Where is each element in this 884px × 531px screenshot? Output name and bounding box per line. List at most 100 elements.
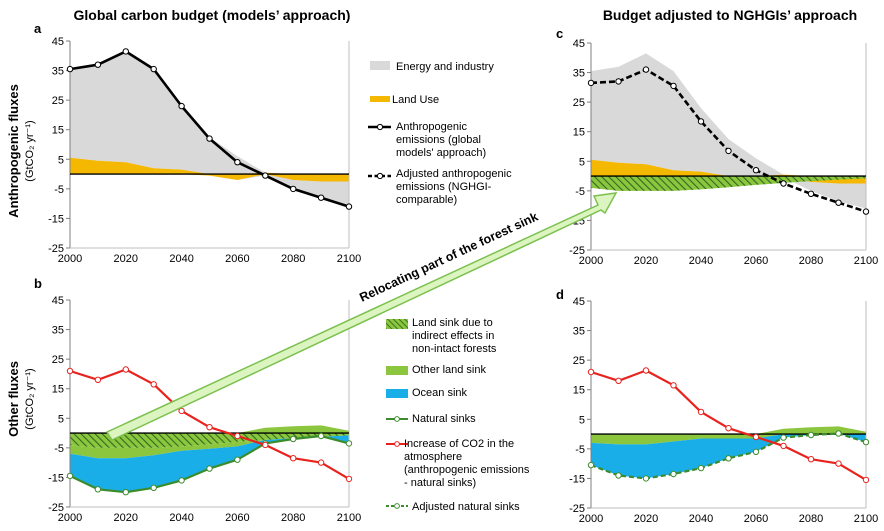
legend-land-use: Land Use xyxy=(392,94,439,106)
panel-c-chart: 453525155-5-15-2520002020204020602080210… xyxy=(569,38,878,267)
x-tick-label: 2000 xyxy=(58,512,82,524)
adjusted-natural-sinks-point xyxy=(615,472,622,479)
x-tick-label: 2020 xyxy=(634,513,658,525)
adjusted-anthropogenic-point xyxy=(587,79,595,87)
co2-increase-point xyxy=(178,407,185,415)
natural-sinks-point xyxy=(94,486,102,493)
anthropogenic-emissions-point xyxy=(206,135,213,142)
energy-industry-area xyxy=(591,53,866,177)
land-sink-hatched-area xyxy=(70,433,349,448)
natural-sinks-point xyxy=(234,456,241,463)
adjusted-natural-sinks-point xyxy=(807,431,815,439)
legend-increase-3: (anthropogenic emissions xyxy=(404,464,530,476)
y-tick-label: 25 xyxy=(52,354,64,366)
adjusted-anthropogenic-point xyxy=(780,180,787,187)
y-tick-label: 5 xyxy=(579,156,585,168)
land-sink-hatched-area xyxy=(591,176,866,191)
anthropogenic-emissions-point xyxy=(317,194,325,201)
y-tick-label: -15 xyxy=(569,473,585,485)
x-tick-label: 2060 xyxy=(744,513,768,525)
legend-land-sink-2: indirect effects in xyxy=(412,330,494,342)
y-tick-label: 45 xyxy=(52,295,64,307)
natural-sinks-point xyxy=(150,484,157,491)
y-tick-label: 35 xyxy=(52,66,64,78)
y-label-top: Anthropogenic fluxes xyxy=(6,84,21,218)
land-use-area xyxy=(70,157,349,182)
legend-marker-natural xyxy=(394,416,400,422)
x-tick-label: 2020 xyxy=(634,255,658,267)
x-tick-label: 2040 xyxy=(169,512,193,524)
x-tick-label: 2060 xyxy=(744,255,768,267)
y-tick-label: -5 xyxy=(575,444,585,456)
legend-adj-anthro-3: comparable) xyxy=(396,194,457,206)
adjusted-natural-sinks-point xyxy=(752,448,760,455)
legend-increase-4: - natural sinks) xyxy=(404,477,476,489)
legend-swatch-energy xyxy=(370,61,390,70)
natural-sinks-point xyxy=(66,472,74,480)
co2-increase-point xyxy=(150,381,157,388)
x-tick-label: 2060 xyxy=(225,253,249,265)
co2-increase-point xyxy=(752,433,760,441)
co2-increase-point xyxy=(234,432,241,440)
y-tick-label: -25 xyxy=(569,503,585,515)
y-tick-label: 45 xyxy=(573,296,585,308)
legend-adj-natural: Adjusted natural sinks xyxy=(412,501,520,513)
legend-anthro-1: Anthropogenic xyxy=(396,121,467,133)
other-land-sink-area xyxy=(70,435,349,459)
ocean-sink-area xyxy=(70,435,349,493)
co2-increase-point xyxy=(670,382,677,389)
legend-bottom: Land sink due to indirect effects in non… xyxy=(386,317,530,513)
co2-increase-point xyxy=(725,425,732,432)
adjusted-anthropogenic-point xyxy=(642,66,650,73)
y-tick-label: -5 xyxy=(575,186,585,198)
natural-sinks-point xyxy=(178,477,185,484)
adjusted-natural-sinks-point xyxy=(780,434,787,441)
adjusted-natural-sinks-point xyxy=(725,455,732,462)
panel-label-a: a xyxy=(34,21,42,36)
x-tick-label: 2100 xyxy=(854,513,878,525)
co2-increase-point xyxy=(94,376,102,383)
x-tick-label: 2080 xyxy=(799,513,823,525)
co2-increase-point xyxy=(697,408,705,416)
legend-swatch-ocean xyxy=(386,389,408,398)
anthropogenic-emissions-point xyxy=(234,159,241,166)
x-tick-label: 2000 xyxy=(579,255,603,267)
legend-top: Energy and industry Land Use Anthropogen… xyxy=(368,61,512,206)
anthropogenic-emissions-point xyxy=(122,48,130,55)
arrow-label: Relocating part of the forest sink xyxy=(357,210,540,305)
co2-increase-point xyxy=(780,442,787,450)
adjusted-anthropogenic-point xyxy=(752,167,760,174)
y-tick-label: -15 xyxy=(48,213,64,225)
adjusted-anthropogenic-point xyxy=(697,118,705,125)
y-tick-label: 15 xyxy=(52,384,64,396)
y-label-bottom-units: (GtCO₂ yr⁻¹) xyxy=(24,368,36,429)
x-tick-label: 2020 xyxy=(114,253,138,265)
legend-marker-adj-anthro xyxy=(376,172,384,180)
x-tick-label: 2100 xyxy=(854,255,878,267)
energy-industry-area xyxy=(70,51,349,175)
legend-marker-adj-natural xyxy=(394,503,400,509)
y-tick-label: 45 xyxy=(52,36,64,48)
y-tick-label: 15 xyxy=(52,125,64,137)
x-tick-label: 2080 xyxy=(799,255,823,267)
y-tick-label: 5 xyxy=(58,413,64,425)
legend-increase-1: Increase of CO2 in the xyxy=(404,438,514,450)
y-tick-label: -15 xyxy=(48,472,64,484)
x-tick-label: 2020 xyxy=(114,512,138,524)
x-tick-label: 2080 xyxy=(281,512,305,524)
anthropogenic-emissions-point xyxy=(178,102,185,110)
adjusted-anthropogenic-point xyxy=(725,147,732,155)
y-tick-label: -25 xyxy=(569,245,585,257)
adjusted-anthropogenic-point xyxy=(807,190,815,198)
title-right: Budget adjusted to NGHGIs’ approach xyxy=(603,7,857,23)
adjusted-anthropogenic-point xyxy=(862,208,870,215)
relocation-arrow-shape xyxy=(105,192,618,441)
co2-increase-point xyxy=(66,367,74,375)
natural-sinks-point xyxy=(122,489,130,496)
co2-increase-point xyxy=(807,456,815,463)
adjusted-natural-sinks-point xyxy=(835,430,842,437)
co2-increase-point xyxy=(835,460,842,467)
legend-swatch-land-sink xyxy=(386,319,408,329)
